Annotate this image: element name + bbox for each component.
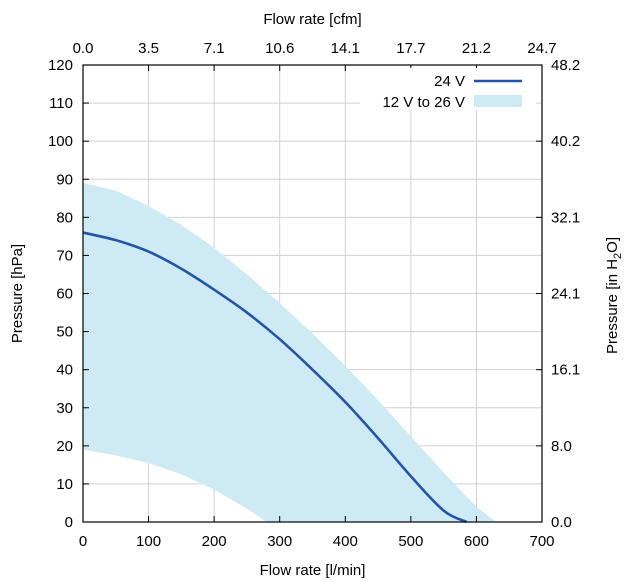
left-axis-title: Pressure [hPa]: [9, 244, 26, 343]
y-tick-label-12: 120: [48, 57, 73, 74]
x-tick-label-6: 600: [464, 533, 489, 550]
series-line-24v: [82, 231, 468, 524]
axis-ticks: 00.01003.52007.130010.640014.150017.7600…: [48, 40, 580, 550]
y-tick-label-8: 80: [56, 209, 73, 226]
y2-tick-label-6: 48.2: [551, 57, 580, 74]
legend-label-24v: 24 V: [434, 73, 465, 90]
legend-label-range: 12 V to 26 V: [382, 94, 465, 111]
x-tick-label-4: 400: [333, 533, 358, 550]
24v-curve: [82, 231, 468, 524]
top-axis-title: Flow rate [cfm]: [263, 11, 361, 28]
x2-tick-label-4: 14.1: [331, 40, 360, 57]
x2-tick-label-7: 24.7: [527, 40, 556, 57]
y2-tick-label-3: 24.1: [551, 286, 580, 303]
y2-tick-label-5: 40.2: [551, 133, 580, 150]
y-tick-label-0: 0: [65, 514, 73, 531]
y-tick-label-5: 50: [56, 324, 73, 341]
x-tick-label-3: 300: [267, 533, 292, 550]
y-tick-label-3: 30: [56, 400, 73, 417]
y-tick-label-1: 10: [56, 476, 73, 493]
y2-tick-label-2: 16.1: [551, 362, 580, 379]
x2-tick-label-6: 21.2: [462, 40, 491, 57]
y2-tick-label-0: 0.0: [551, 514, 572, 531]
right-axis-title-main: Pressure [in H: [604, 259, 621, 354]
x2-tick-label-5: 17.7: [396, 40, 425, 57]
x-tick-label-7: 700: [529, 533, 554, 550]
right-axis-title: Pressure [in H2O]: [604, 237, 624, 354]
voltage-range-band: [83, 183, 497, 522]
x-tick-label-5: 500: [398, 533, 423, 550]
legend-swatch-range: [474, 95, 522, 107]
y2-tick-label-4: 32.1: [551, 209, 580, 226]
x2-tick-label-0: 0.0: [73, 40, 94, 57]
y-tick-label-10: 100: [48, 133, 73, 150]
y-tick-label-6: 60: [56, 286, 73, 303]
right-axis-title-subscript: 2: [612, 253, 624, 259]
range-band-area: [83, 183, 497, 522]
x-tick-label-0: 0: [79, 533, 87, 550]
right-axis-title-end: O]: [604, 237, 621, 253]
x-tick-label-1: 100: [136, 533, 161, 550]
y-tick-label-9: 90: [56, 171, 73, 188]
y-tick-label-4: 40: [56, 362, 73, 379]
y-tick-label-11: 110: [49, 95, 73, 112]
x2-tick-label-1: 3.5: [138, 40, 159, 57]
y2-tick-label-1: 8.0: [551, 438, 572, 455]
x2-tick-label-3: 10.6: [265, 40, 294, 57]
x2-tick-label-2: 7.1: [204, 40, 225, 57]
bottom-axis-title: Flow rate [l/min]: [260, 562, 366, 579]
y-tick-label-2: 20: [56, 438, 73, 455]
legend: 24 V 12 V to 26 V: [360, 68, 536, 111]
x-tick-label-2: 200: [202, 533, 227, 550]
y-tick-label-7: 70: [56, 247, 73, 264]
